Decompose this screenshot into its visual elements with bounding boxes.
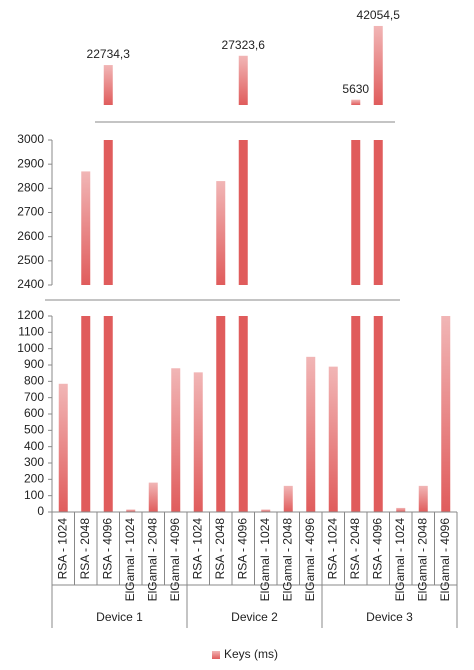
x-tick-label: ElGamal - 2048	[415, 518, 429, 602]
y-tick-label: 3000	[17, 132, 44, 146]
x-tick-label: RSA - 4096	[370, 518, 384, 580]
x-tick-label: RSA - 2048	[348, 518, 362, 580]
bar	[238, 55, 248, 105]
y-tick-label: 700	[24, 390, 44, 404]
y-tick-label: 300	[24, 455, 44, 469]
x-tick-label: RSA - 1024	[55, 518, 69, 580]
bar	[58, 383, 68, 512]
value-label: 27323,6	[222, 38, 266, 52]
bar	[238, 140, 248, 285]
bar	[81, 316, 91, 512]
x-tick-label: RSA - 4096	[100, 518, 114, 580]
bar	[373, 25, 383, 106]
bar	[126, 509, 136, 512]
bar	[216, 181, 226, 285]
group-label: Device 2	[231, 610, 278, 624]
x-tick-label: RSA - 4096	[235, 518, 249, 580]
bar	[171, 368, 181, 512]
x-tick-label: ElGamal - 1024	[393, 518, 407, 602]
x-tick-label: ElGamal - 1024	[258, 518, 272, 602]
x-tick-label: ElGamal - 4096	[303, 518, 317, 602]
group-label: Device 1	[96, 610, 143, 624]
x-tick-label: RSA - 2048	[213, 518, 227, 580]
y-tick-label: 200	[24, 472, 44, 486]
y-tick-label: 2800	[17, 181, 44, 195]
bar	[261, 509, 271, 512]
bar	[328, 366, 338, 512]
x-tick-label: ElGamal - 2048	[145, 518, 159, 602]
y-tick-label: 1100	[18, 325, 44, 339]
y-tick-label: 2500	[17, 253, 44, 267]
y-tick-label: 900	[24, 357, 44, 371]
y-tick-label: 600	[24, 406, 44, 420]
y-tick-label: 800	[24, 374, 44, 388]
bar	[418, 485, 428, 512]
y-tick-label: 2900	[17, 156, 44, 170]
y-tick-label: 1000	[17, 341, 44, 355]
x-tick-label: ElGamal - 2048	[280, 518, 294, 602]
x-tick-label: ElGamal - 4096	[438, 518, 452, 602]
y-tick-label: 100	[24, 488, 44, 502]
bar	[193, 372, 203, 512]
value-label: 22734,3	[87, 47, 131, 61]
bar	[306, 356, 316, 512]
bar	[396, 507, 406, 512]
bar	[283, 485, 293, 512]
bar	[216, 316, 226, 512]
group-label: Device 3	[366, 610, 413, 624]
bar	[351, 140, 361, 285]
x-tick-label: ElGamal - 1024	[123, 518, 137, 602]
bar	[148, 482, 158, 512]
y-tick-label: 500	[24, 423, 44, 437]
bar	[351, 99, 361, 105]
legend-swatch	[212, 651, 220, 659]
value-label: 5630	[342, 82, 369, 96]
x-tick-label: ElGamal - 4096	[168, 518, 182, 602]
x-tick-label: RSA - 1024	[325, 518, 339, 580]
y-tick-label: 2600	[17, 229, 44, 243]
bar	[103, 316, 113, 512]
y-tick-label: 2400	[17, 277, 44, 291]
x-tick-label: RSA - 2048	[78, 518, 92, 580]
bar	[351, 316, 361, 512]
bar	[441, 316, 451, 512]
x-tick-label: RSA - 1024	[190, 518, 204, 580]
y-tick-label: 2700	[17, 205, 44, 219]
bar	[373, 140, 383, 285]
legend-label: Keys (ms)	[224, 647, 278, 661]
y-tick-label: 400	[24, 439, 44, 453]
bar	[81, 171, 91, 285]
value-label: 42054,5	[357, 8, 401, 22]
y-tick-label: 0	[37, 504, 44, 518]
y-tick-label: 1200	[17, 308, 44, 322]
bar	[103, 140, 113, 285]
bar	[103, 65, 113, 105]
bar	[373, 316, 383, 512]
bar	[238, 316, 248, 512]
